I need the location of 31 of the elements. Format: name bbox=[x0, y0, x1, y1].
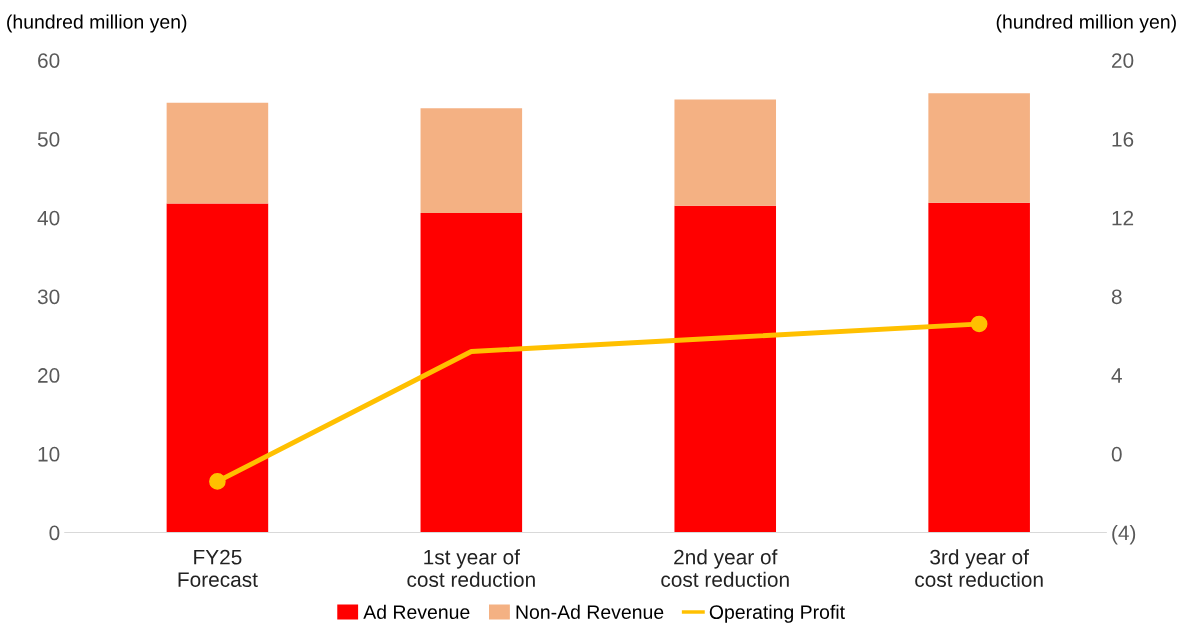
bar bbox=[928, 202, 1030, 533]
bar bbox=[166, 102, 269, 204]
y2-tick-label: 0 bbox=[1111, 446, 1122, 462]
y2-tick-label: 8 bbox=[1111, 289, 1122, 305]
x-tick-label: 2nd year of cost reduction bbox=[661, 549, 789, 587]
y-tick-label: 20 bbox=[38, 368, 60, 383]
legend-label: Ad Revenue bbox=[363, 604, 470, 619]
bar bbox=[420, 108, 523, 213]
y2-tick-label: 20 bbox=[1112, 53, 1134, 68]
legend-label: Operating Profit bbox=[709, 604, 845, 623]
legend-label: Non-Ad Revenue bbox=[516, 604, 664, 619]
y-tick-label: 40 bbox=[37, 210, 60, 226]
y2-tick-label: (4) bbox=[1112, 525, 1136, 545]
y-tick-label: 0 bbox=[49, 525, 60, 541]
y-axis-title: (hundred million yen) bbox=[7, 14, 187, 33]
bar bbox=[166, 203, 269, 533]
y2-tick-label: 12 bbox=[1112, 210, 1134, 226]
bar bbox=[674, 99, 777, 206]
y2-tick-label: 4 bbox=[1111, 368, 1122, 383]
y-tick-label: 50 bbox=[37, 131, 60, 147]
y2-axis-title: (hundred million yen) bbox=[996, 14, 1176, 33]
y-tick-label: 60 bbox=[38, 53, 60, 68]
y-tick-label: 30 bbox=[37, 289, 60, 305]
x-tick-label: 3rd year of cost reduction bbox=[915, 549, 1043, 587]
y2-tick-label: 16 bbox=[1112, 131, 1134, 147]
y-tick-label: 10 bbox=[38, 446, 60, 462]
x-tick-label: FY25 Forecast bbox=[178, 549, 258, 587]
bar bbox=[420, 212, 523, 533]
x-tick-label: 1st year of cost reduction bbox=[407, 549, 535, 587]
bar bbox=[674, 205, 777, 533]
bar bbox=[928, 93, 1030, 203]
